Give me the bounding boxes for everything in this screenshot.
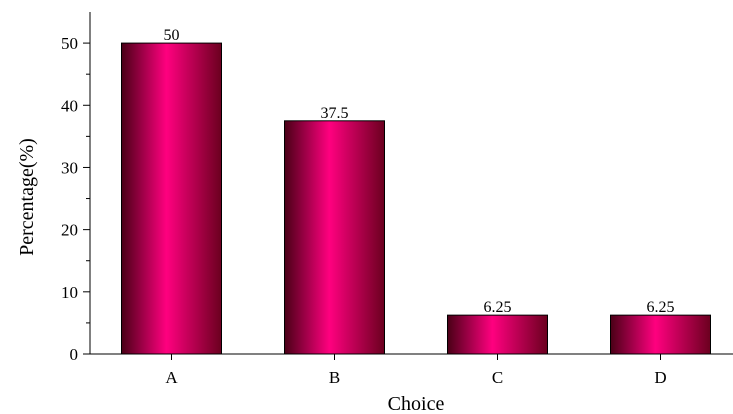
y-tick-label: 10	[61, 283, 78, 302]
x-tick-label-c: C	[492, 368, 503, 387]
y-ticks-layer: 0 10 20 30 40 50	[61, 34, 90, 364]
bar-a	[121, 42, 222, 355]
data-label-a: 50	[164, 27, 180, 44]
y-tick-label: 50	[61, 34, 78, 53]
bar-d	[610, 314, 711, 355]
x-axis-title: Choice	[388, 393, 445, 414]
y-tick-label: 40	[61, 96, 78, 115]
x-tick-label-d: D	[654, 368, 666, 387]
data-label-c: 6.25	[484, 299, 512, 316]
x-tick-label-b: B	[329, 368, 340, 387]
y-tick-label: 0	[70, 345, 79, 364]
data-label-d: 6.25	[647, 299, 675, 316]
axes-layer	[89, 12, 733, 355]
bar-c	[447, 314, 548, 355]
bar-b	[284, 120, 385, 355]
y-axis-title: Percentage(%)	[16, 138, 38, 256]
data-label-b: 37.5	[321, 105, 349, 122]
y-tick-label: 20	[61, 221, 78, 240]
bars-layer	[121, 42, 711, 355]
x-tick-label-a: A	[165, 368, 178, 387]
x-ticks-layer: A B C D	[165, 354, 667, 387]
y-tick-label: 30	[61, 158, 78, 177]
data-labels-layer: 50 37.5 6.25 6.25	[164, 27, 675, 316]
